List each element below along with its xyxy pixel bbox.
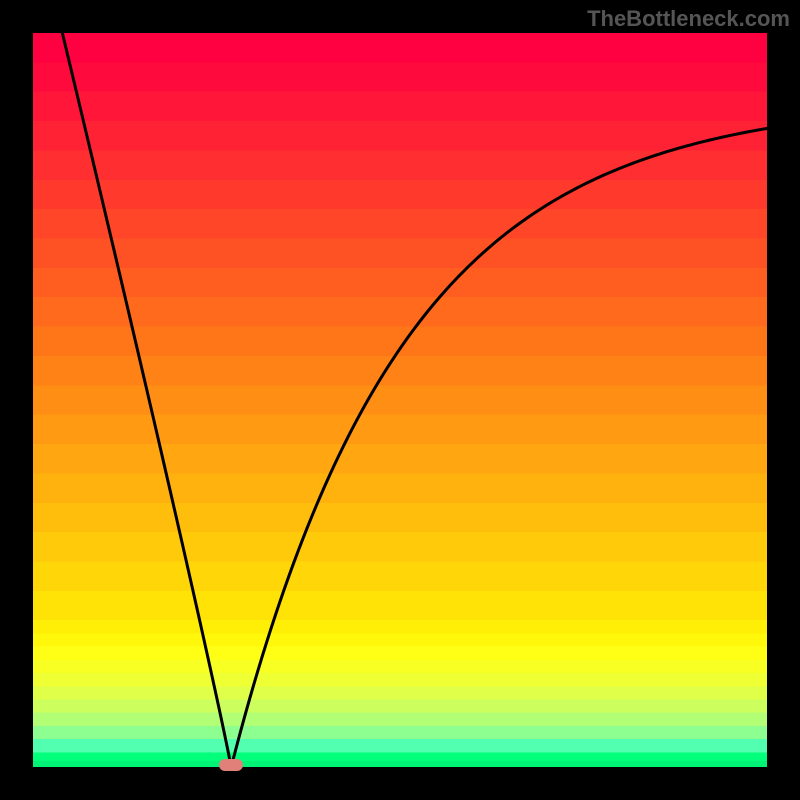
watermark-text: TheBottleneck.com: [587, 6, 790, 32]
chart-stage: TheBottleneck.com: [0, 0, 800, 800]
plot-background: [33, 33, 767, 767]
valley-marker: [219, 759, 243, 771]
